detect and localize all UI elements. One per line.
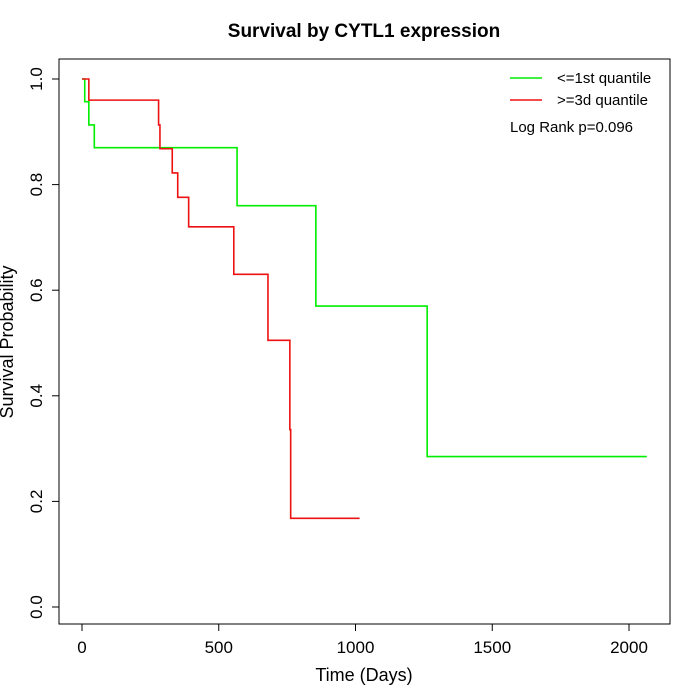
- survival-curve-high: [82, 78, 360, 520]
- log-rank-annotation: Log Rank p=0.096: [510, 119, 633, 136]
- y-axis-label: Survival Probability: [0, 265, 17, 418]
- x-tick-label: 2000: [610, 638, 648, 657]
- y-tick-label: 0.2: [27, 490, 46, 514]
- y-tick-label: 0.6: [27, 278, 46, 302]
- y-tick-label: 0.8: [27, 173, 46, 197]
- chart-title: Survival by CYTL1 expression: [228, 21, 500, 42]
- y-tick-label: 0.4: [27, 384, 46, 408]
- plot-frame: [58, 58, 671, 625]
- x-tick-label: 1500: [473, 638, 511, 657]
- y-tick-label: 1.0: [27, 67, 46, 91]
- y-axis: 0.0 0.2 0.4 0.6 0.8 1.0: [27, 67, 59, 619]
- x-tick-label: 0: [77, 638, 86, 657]
- legend-label-low: <=1st quantile: [557, 70, 651, 87]
- legend: <=1st quantile >=3d quantile: [510, 70, 651, 109]
- survival-curve-low: [82, 78, 647, 458]
- y-tick-label: 0.0: [27, 595, 46, 619]
- x-axis: 0 500 1000 1500 2000: [77, 624, 648, 657]
- series-layer: [82, 78, 647, 520]
- x-axis-label: Time (Days): [315, 665, 412, 685]
- x-tick-label: 500: [205, 638, 233, 657]
- legend-label-high: >=3d quantile: [557, 92, 648, 109]
- x-tick-label: 1000: [337, 638, 375, 657]
